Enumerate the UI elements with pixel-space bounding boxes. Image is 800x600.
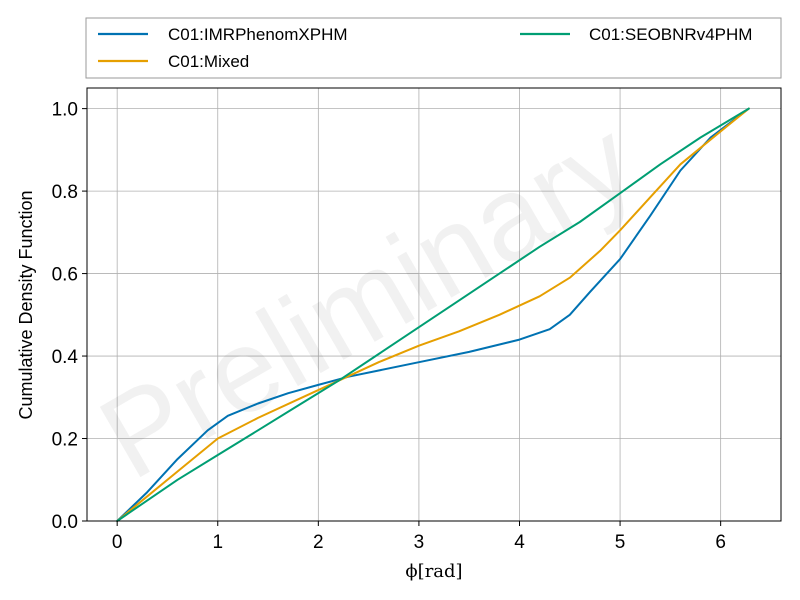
legend-label-imrphenomxphm: C01:IMRPhenomXPHM (168, 25, 348, 44)
x-tick-label-0: 0 (112, 532, 123, 553)
y-tick-label-4: 0.8 (52, 182, 78, 203)
y-axis-ticks: 0.0 0.2 0.4 0.6 0.8 1.0 (52, 100, 87, 533)
x-tick-label-5: 5 (615, 532, 626, 553)
y-tick-label-0: 0.0 (52, 512, 78, 533)
legend: C01:IMRPhenomXPHM C01:Mixed C01:SEOBNRv4… (85, 17, 782, 79)
x-tick-label-6: 6 (715, 532, 726, 553)
series-line-seobnrv4phm (116, 107, 750, 522)
x-tick-label-1: 1 (212, 532, 223, 553)
y-tick-label-3: 0.6 (52, 265, 78, 286)
series-group (116, 107, 750, 522)
y-tick-label-2: 0.4 (52, 347, 79, 368)
legend-label-mixed: C01:Mixed (168, 52, 249, 71)
y-tick-label-5: 1.0 (52, 100, 78, 121)
x-tick-label-3: 3 (414, 532, 425, 553)
plot-frame (86, 87, 782, 522)
series-line-mixed (116, 107, 750, 522)
x-tick-label-2: 2 (313, 532, 324, 553)
series-line-imrphenomxphm (116, 107, 750, 522)
y-tick-label-1: 0.2 (52, 430, 78, 451)
legend-box (85, 17, 782, 79)
x-axis-label: ϕ[rad] (405, 561, 462, 582)
y-axis-label: Cumulative Density Function (16, 190, 36, 419)
x-axis-ticks: 0 1 2 3 4 5 6 (112, 521, 726, 553)
legend-label-seobnrv4phm: C01:SEOBNRv4PHM (589, 25, 752, 44)
x-tick-label-4: 4 (514, 532, 525, 553)
